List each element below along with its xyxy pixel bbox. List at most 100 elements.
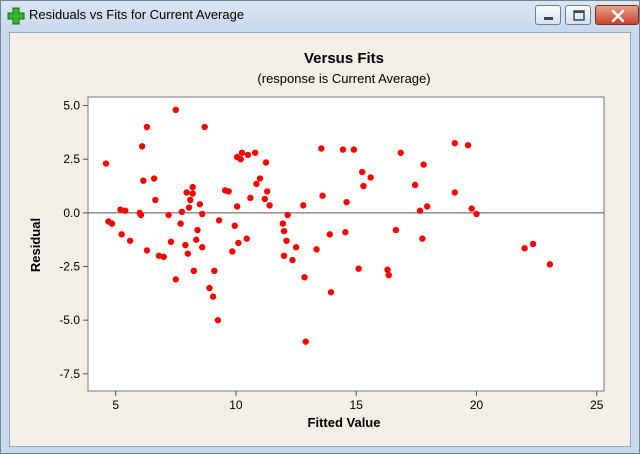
data-point xyxy=(302,338,309,345)
data-point xyxy=(185,204,193,211)
data-point xyxy=(261,195,269,203)
x-tick-label: 5 xyxy=(112,398,119,412)
data-point xyxy=(392,226,400,234)
data-point xyxy=(167,238,175,246)
data-point xyxy=(280,227,288,235)
data-point xyxy=(225,188,232,195)
minimize-icon xyxy=(544,17,553,20)
data-point xyxy=(211,267,218,275)
data-point xyxy=(468,205,475,212)
data-point xyxy=(143,247,151,254)
title-bar[interactable]: Residuals vs Fits for Current Average xyxy=(1,1,639,31)
data-point xyxy=(152,196,159,204)
chart-title: Versus Fits xyxy=(304,50,384,67)
data-point xyxy=(385,271,392,279)
data-point xyxy=(279,220,287,227)
data-point xyxy=(420,161,427,168)
x-tick-label: 15 xyxy=(350,398,364,412)
data-point xyxy=(235,239,242,247)
data-point xyxy=(301,274,308,281)
data-point xyxy=(318,145,325,152)
chart-subtitle: (response is Current Average) xyxy=(257,71,430,86)
data-point xyxy=(411,181,419,189)
data-point xyxy=(165,211,172,219)
data-point xyxy=(150,175,158,182)
x-tick-label: 25 xyxy=(590,398,604,412)
data-point xyxy=(343,198,350,206)
data-point xyxy=(360,182,367,190)
data-point xyxy=(206,284,213,292)
data-point xyxy=(182,241,189,249)
data-point xyxy=(231,222,238,229)
data-point xyxy=(126,237,134,244)
data-point xyxy=(284,211,291,219)
data-point xyxy=(189,183,196,191)
minimize-button[interactable] xyxy=(535,5,561,25)
data-point xyxy=(233,203,241,210)
close-button[interactable] xyxy=(595,5,639,25)
data-point xyxy=(140,177,147,184)
data-point xyxy=(172,276,180,283)
data-point xyxy=(451,139,459,147)
data-point xyxy=(262,159,270,166)
data-point xyxy=(326,231,333,238)
data-point xyxy=(423,203,431,210)
data-point xyxy=(264,188,271,195)
data-point xyxy=(184,250,192,257)
data-point xyxy=(319,192,326,199)
data-point xyxy=(189,190,196,197)
data-point xyxy=(108,220,116,227)
data-point xyxy=(137,211,145,219)
y-tick-label: 2.5 xyxy=(63,152,80,166)
data-point xyxy=(464,142,472,149)
data-point xyxy=(244,151,252,159)
y-axis: 5.0 2.5 0.0 -2.5 -5.0 -7.5 xyxy=(59,99,88,381)
data-point xyxy=(313,246,320,253)
data-point xyxy=(359,168,366,176)
close-icon xyxy=(611,9,625,23)
data-point xyxy=(473,210,480,218)
data-point xyxy=(280,252,288,260)
data-point xyxy=(194,226,201,234)
data-point xyxy=(155,252,163,260)
data-point xyxy=(350,146,358,153)
data-point xyxy=(243,235,250,242)
data-point xyxy=(300,202,307,209)
data-point xyxy=(292,244,300,251)
y-tick-label: -5.0 xyxy=(59,313,80,327)
data-point xyxy=(266,202,273,209)
data-point xyxy=(117,206,124,213)
x-tick-label: 10 xyxy=(229,398,243,412)
maximize-icon xyxy=(573,10,585,21)
y-tick-label: -2.5 xyxy=(59,260,80,274)
green-plus-icon xyxy=(7,7,25,25)
data-point xyxy=(201,123,208,131)
data-point xyxy=(215,217,223,224)
data-point xyxy=(183,189,190,196)
x-axis-label: Fitted Value xyxy=(308,415,381,430)
y-tick-label: 0.0 xyxy=(63,206,80,220)
data-point xyxy=(397,149,404,156)
window-title: Residuals vs Fits for Current Average xyxy=(29,7,245,22)
data-point xyxy=(521,245,528,252)
y-tick-label: 5.0 xyxy=(63,99,80,113)
data-point xyxy=(160,253,167,261)
maximize-button[interactable] xyxy=(565,5,591,25)
data-point xyxy=(118,231,125,238)
data-point xyxy=(178,208,186,216)
data-point xyxy=(327,289,335,296)
data-point xyxy=(529,240,537,248)
data-point xyxy=(283,237,290,244)
data-point xyxy=(209,293,217,300)
plot-area xyxy=(87,96,605,392)
data-point xyxy=(342,228,349,236)
data-point xyxy=(384,266,391,273)
chart-frame: Versus Fits (response is Current Average… xyxy=(9,32,631,447)
residuals-vs-fits-chart: Versus Fits (response is Current Average… xyxy=(28,50,605,430)
data-point xyxy=(196,201,204,208)
data-point xyxy=(289,256,296,264)
data-point xyxy=(367,174,374,181)
data-point xyxy=(451,189,459,196)
data-point xyxy=(138,143,146,150)
